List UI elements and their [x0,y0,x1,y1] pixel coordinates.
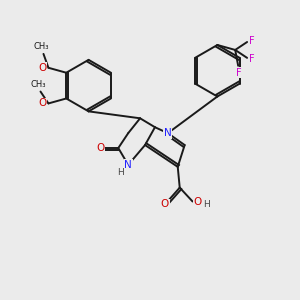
Text: O: O [161,200,169,209]
Text: F: F [236,68,242,78]
Text: CH₃: CH₃ [31,80,46,89]
Text: N: N [124,160,132,170]
Text: F: F [249,36,255,46]
Text: O: O [194,196,202,206]
Text: CH₃: CH₃ [34,43,49,52]
Text: O: O [96,143,105,153]
Text: O: O [38,98,46,108]
Text: H: H [203,200,210,209]
Text: F: F [249,54,255,64]
Text: N: N [164,128,172,138]
Text: O: O [38,63,46,73]
Text: H: H [117,168,124,177]
